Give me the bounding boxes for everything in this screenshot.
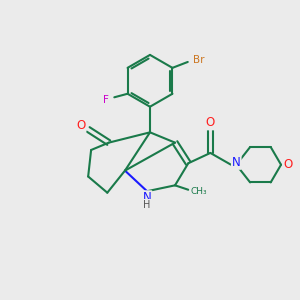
Text: F: F [103,95,109,105]
Text: N: N [232,156,241,169]
Text: O: O [76,119,86,132]
Text: O: O [284,158,293,171]
Text: H: H [143,200,151,210]
Text: O: O [206,116,215,129]
Text: Br: Br [193,55,205,65]
Text: N: N [143,191,152,204]
Text: CH₃: CH₃ [190,187,207,196]
